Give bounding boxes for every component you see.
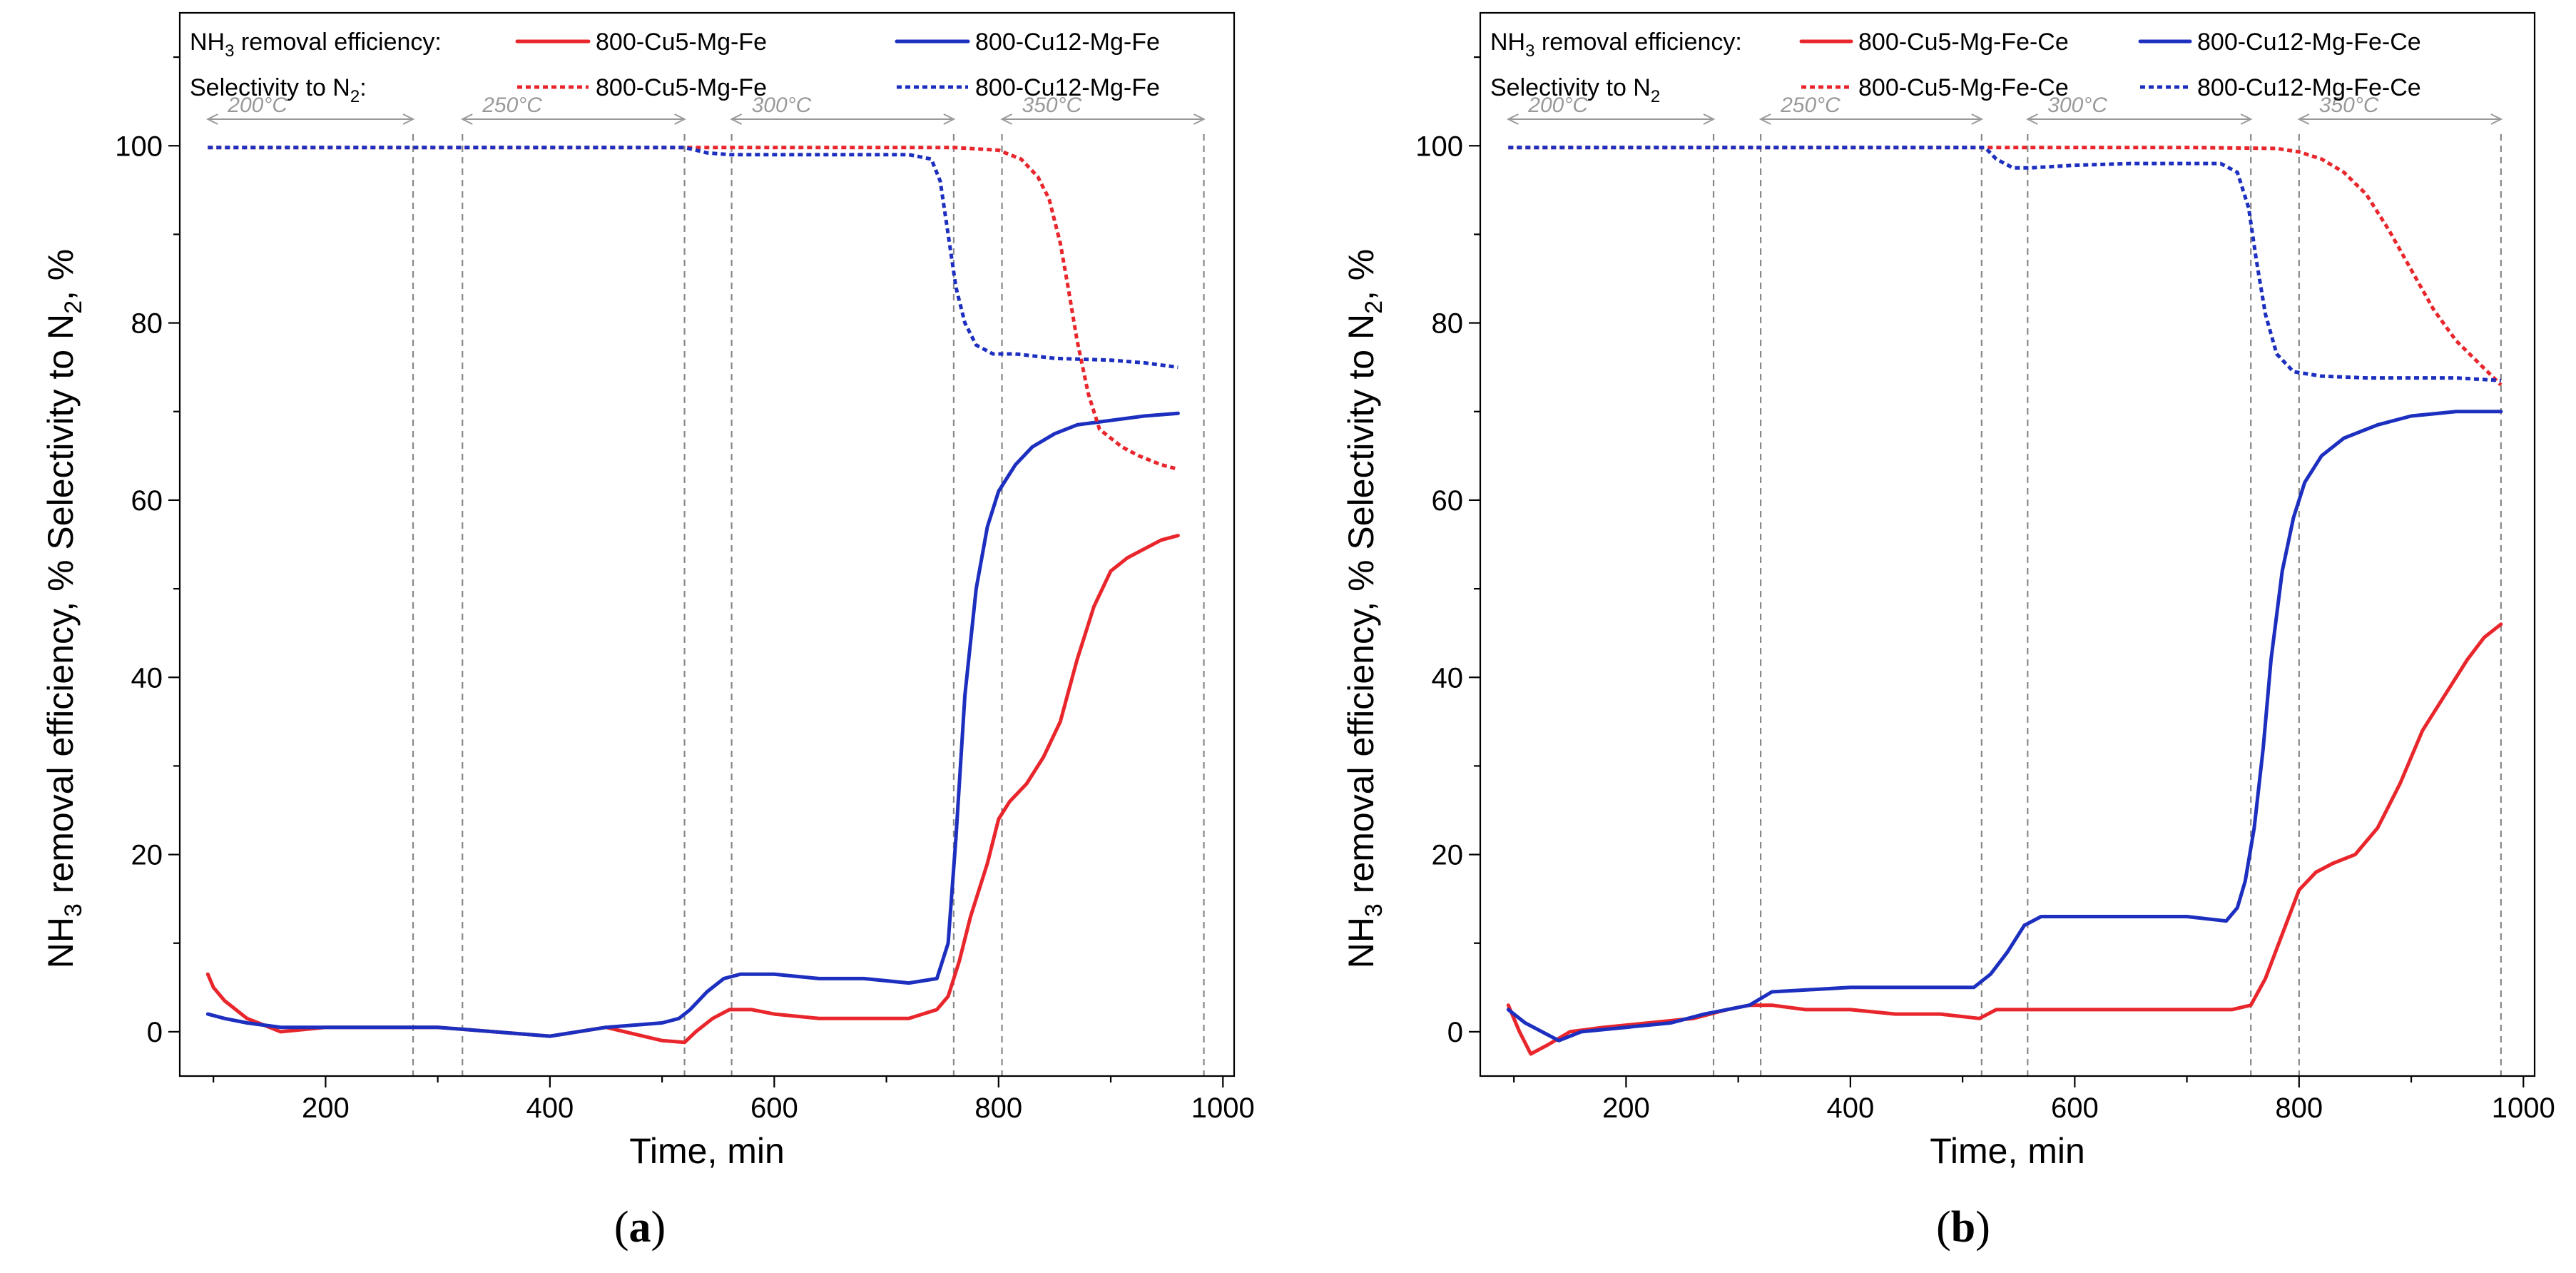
arrowhead-left-icon [460,113,473,125]
arrowhead-right-icon [2490,113,2503,125]
panel-a: 200°C 250°C 300°C 350°C 200 400 600 800 1000 0 20 4… [41,11,1255,1252]
arrowhead-left-icon [2026,113,2038,125]
temp-zone-label: 250°C [1780,93,1841,117]
series-line-selectivity-blue [1508,146,2501,382]
arrowhead-right-icon [402,113,415,125]
series-line-removal-red [1506,622,2503,1056]
y-tick-label: 40 [1432,662,1464,694]
panel-label: (a) [614,1203,666,1252]
legend-entry-label: 800-Cu12-Mg-Fe [975,74,1160,101]
x-tick-label: 1000 [2492,1092,2555,1124]
temp-zone-label: 250°C [482,93,542,117]
series-line-removal-blue [205,411,1180,1038]
panel-label: (b) [1936,1203,1990,1252]
legend-entry-label: 800-Cu5-Mg-Fe-Ce [1858,74,2069,101]
arrowhead-left-icon [1000,113,1012,125]
y-tick-label: 100 [1415,131,1463,162]
legend-row-selectivity-label: Selectivity to N2: [190,74,367,106]
y-tick-label: 20 [131,840,163,871]
temp-zone-label: 300°C [752,93,812,117]
x-tick-label: 200 [1602,1092,1650,1124]
arrowhead-right-icon [1971,113,1984,125]
y-tick-label: 100 [115,131,163,162]
legend-entry-label: 800-Cu12-Mg-Fe [975,29,1160,56]
x-tick-label: 800 [2275,1092,2323,1124]
arrowhead-left-icon [206,113,218,125]
arrowhead-left-icon [2297,113,2310,125]
legend-entry-label: 800-Cu12-Mg-Fe-Ce [2197,74,2421,101]
legend-entry-label: 800-Cu12-Mg-Fe-Ce [2197,29,2421,56]
legend-entry-label: 800-Cu5-Mg-Fe [596,74,767,101]
legend-row-removal-label: NH3 removal efficiency: [190,29,442,61]
x-tick-label: 200 [302,1092,350,1124]
series-line-selectivity-red [1508,146,2503,387]
y-tick-label: 0 [147,1017,163,1048]
x-tick-label: 1000 [1191,1092,1255,1124]
panel-b: 200°C 250°C 300°C 350°C 200 400 600 800 1000 0 20 4… [1341,11,2555,1252]
temp-zone-label: 300°C [2047,93,2107,117]
series-line-removal-red [205,534,1180,1045]
plot-frame [178,11,1236,1077]
x-axis-title: Time, min [1930,1131,2085,1171]
legend-row-selectivity-label: Selectivity to N2 [1490,74,1660,106]
y-tick-label: 40 [131,662,163,694]
x-tick-label: 400 [526,1092,574,1124]
arrowhead-right-icon [1703,113,1716,125]
legend-row-removal-label: NH3 removal efficiency: [1490,29,1742,61]
y-tick-label: 20 [1432,840,1464,871]
temp-zone-label: 200°C [227,93,287,117]
y-tick-label: 60 [131,485,163,517]
arrowhead-left-icon [1507,113,1519,125]
x-tick-label: 400 [1826,1092,1874,1124]
x-tick-label: 600 [2051,1092,2099,1124]
y-axis-title: NH3 removal efficiency, % Selectivity to… [1341,249,1388,969]
series-line-selectivity-blue [208,146,1178,370]
temp-zone-label: 350°C [1022,93,1082,117]
series-line-removal-blue [1506,410,2503,1043]
temp-zone-label: 350°C [2319,93,2379,117]
arrowhead-left-icon [730,113,743,125]
series-line-selectivity-red [208,146,1179,471]
x-tick-label: 600 [750,1092,798,1124]
y-tick-label: 60 [1432,485,1464,517]
arrowhead-right-icon [1193,113,1206,125]
y-tick-label: 0 [1447,1017,1463,1048]
y-axis-title: NH3 removal efficiency, % Selectivity to… [41,249,87,969]
x-axis-title: Time, min [629,1131,785,1171]
arrowhead-right-icon [2240,113,2253,125]
y-tick-label: 80 [131,308,163,340]
temp-zone-label: 200°C [1527,93,1588,117]
x-tick-label: 800 [974,1092,1022,1124]
legend-entry-label: 800-Cu5-Mg-Fe [596,29,767,56]
legend-entry-label: 800-Cu5-Mg-Fe-Ce [1858,29,2069,56]
arrowhead-left-icon [1758,113,1771,125]
y-tick-label: 80 [1432,308,1464,340]
arrowhead-right-icon [943,113,956,125]
arrowhead-right-icon [674,113,686,125]
plot-frame [1479,11,2536,1077]
